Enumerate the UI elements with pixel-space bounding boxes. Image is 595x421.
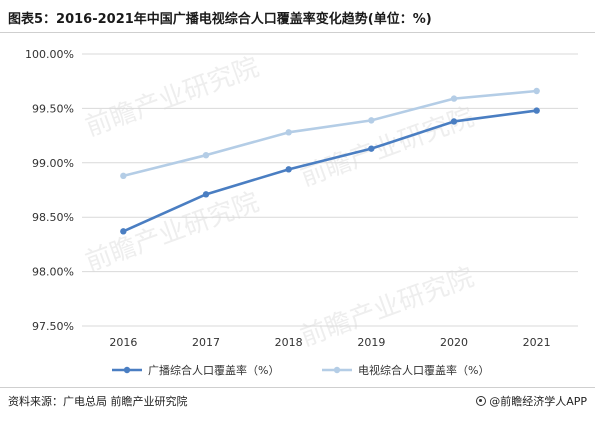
series-line-0	[122, 109, 537, 233]
y-tick-label-1: 98.00%	[32, 266, 74, 279]
legend-label-0: 广播综合人口覆盖率（%）	[148, 363, 279, 377]
title-divider	[0, 32, 595, 33]
y-tick-label-2: 98.50%	[32, 211, 74, 224]
data-point-0-1	[202, 191, 210, 198]
y-tick-label-5: 100.00%	[25, 48, 74, 61]
y-tick-label-4: 99.50%	[32, 102, 74, 115]
data-point-1-1	[202, 151, 210, 159]
brand-label: @前瞻经济学人APP	[489, 395, 587, 408]
legend-label-1: 电视综合人口覆盖率（%）	[358, 363, 489, 377]
legend-marker-0	[123, 366, 131, 374]
watermark-0: 前瞻产业研究院	[82, 52, 263, 142]
data-point-1-2	[285, 129, 292, 136]
footer-divider	[0, 387, 595, 388]
chart-title: 图表5：2016-2021年中国广播电视综合人口覆盖率变化趋势(单位：%)	[8, 12, 432, 27]
x-tick-label-5: 2021	[523, 336, 551, 349]
x-tick-label-4: 2020	[440, 336, 468, 349]
watermark-2: 前瞻产业研究院	[82, 187, 263, 277]
y-tick-label-3: 99.00%	[32, 157, 74, 170]
data-point-1-4	[450, 95, 458, 102]
brand-credit: @前瞻经济学人APP	[476, 393, 587, 409]
data-point-0-0	[120, 228, 127, 235]
x-tick-label-0: 2016	[109, 336, 137, 349]
series-line-1	[123, 89, 537, 178]
data-point-1-3	[368, 117, 375, 124]
x-tick-label-3: 2019	[357, 336, 385, 349]
x-tick-label-1: 2017	[192, 336, 220, 349]
brand-logo-icon	[476, 396, 487, 406]
data-point-0-4	[450, 118, 458, 125]
y-tick-label-0: 97.50%	[32, 320, 74, 333]
x-tick-label-2: 2018	[275, 336, 303, 349]
data-point-1-0	[120, 172, 127, 180]
data-point-0-5	[533, 107, 540, 114]
legend-marker-1	[333, 366, 341, 374]
source-note: 资料来源：广电总局 前瞻产业研究院	[8, 395, 188, 408]
data-point-0-3	[368, 145, 375, 152]
data-point-0-2	[285, 166, 292, 173]
data-point-1-5	[533, 87, 540, 95]
